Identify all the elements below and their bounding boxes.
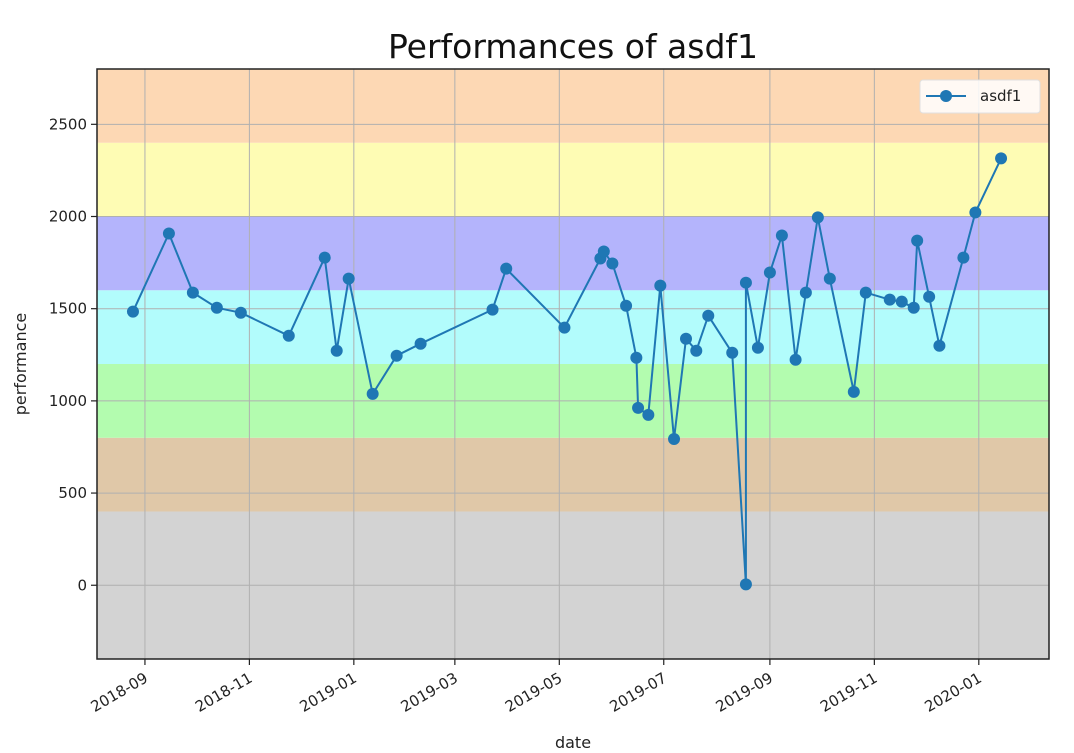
x-tick-label: 2018-11 [192, 669, 255, 716]
data-point [318, 251, 331, 264]
data-point [414, 337, 427, 350]
x-axis-label: date [555, 733, 591, 752]
y-tick-label: 2500 [49, 115, 87, 133]
data-point [234, 306, 247, 319]
data-point [486, 303, 499, 316]
data-point [957, 251, 970, 264]
data-point [654, 279, 667, 292]
data-point [847, 385, 860, 398]
data-point [789, 353, 802, 366]
data-point [911, 234, 924, 247]
legend: asdf1 [919, 79, 1041, 114]
data-point [500, 262, 513, 275]
data-point [995, 152, 1008, 165]
data-point [726, 346, 739, 359]
data-point [632, 401, 645, 414]
data-point [883, 293, 896, 306]
y-tick-label: 500 [58, 484, 87, 502]
data-point [823, 272, 836, 285]
data-point [186, 286, 199, 299]
data-point [668, 433, 681, 446]
y-axis-label: performance [11, 313, 30, 415]
data-point [739, 276, 752, 289]
data-point [162, 227, 175, 240]
legend-label: asdf1 [980, 87, 1021, 105]
data-point [907, 301, 920, 314]
band-2000-2400 [97, 142, 1049, 217]
x-tick-label: 2019-01 [297, 669, 360, 716]
data-point [923, 290, 936, 303]
data-point [739, 578, 752, 591]
data-point [342, 272, 355, 285]
x-tick-label: 2019-03 [398, 669, 461, 716]
x-tick-label: 2019-11 [817, 669, 880, 716]
data-point [642, 408, 655, 421]
data-point [210, 301, 223, 314]
x-tick-label: 2019-05 [502, 669, 565, 716]
y-tick-label: 0 [77, 576, 87, 594]
data-point [597, 245, 610, 258]
y-axis-ticks: 0 500 1000 1500 2000 2500 [49, 115, 97, 594]
data-point [895, 295, 908, 308]
data-point [763, 266, 776, 279]
data-point [933, 339, 946, 352]
data-point [859, 286, 872, 299]
chart-title: Performances of asdf1 [388, 27, 758, 66]
legend-box [919, 79, 1041, 114]
x-tick-label: 2018-09 [88, 669, 151, 716]
y-tick-label: 1500 [49, 300, 87, 318]
y-tick-label: 1000 [49, 392, 87, 410]
data-point [558, 321, 571, 334]
data-point [630, 351, 643, 364]
grid-lines [97, 69, 1049, 659]
data-point [282, 329, 295, 342]
data-point [690, 344, 703, 357]
data-point [702, 309, 715, 322]
data-point [126, 305, 139, 318]
x-tick-label: 2020-01 [922, 669, 985, 716]
data-point [620, 299, 633, 312]
data-point [775, 229, 788, 242]
plot-frame [96, 68, 1050, 660]
performance-bands [97, 69, 1049, 659]
legend-marker-icon [940, 90, 952, 102]
band-1600-2000 [97, 216, 1049, 291]
band-2400-2800 [97, 69, 1049, 143]
data-point [366, 387, 379, 400]
x-axis-ticks: 2018-09 2018-11 2019-01 2019-03 2019-05 2019-… [88, 659, 985, 716]
band-400-800 [97, 437, 1049, 512]
data-point [811, 211, 824, 224]
series-asdf1 [126, 152, 1008, 591]
data-point [799, 286, 812, 299]
y-tick-label: 2000 [49, 208, 87, 226]
data-point [969, 206, 982, 219]
data-point [330, 344, 343, 357]
x-tick-label: 2019-09 [713, 669, 776, 716]
data-point [751, 341, 764, 354]
data-point [680, 332, 693, 345]
x-tick-label: 2019-07 [606, 669, 669, 716]
data-point [390, 349, 403, 362]
data-point [606, 257, 619, 270]
